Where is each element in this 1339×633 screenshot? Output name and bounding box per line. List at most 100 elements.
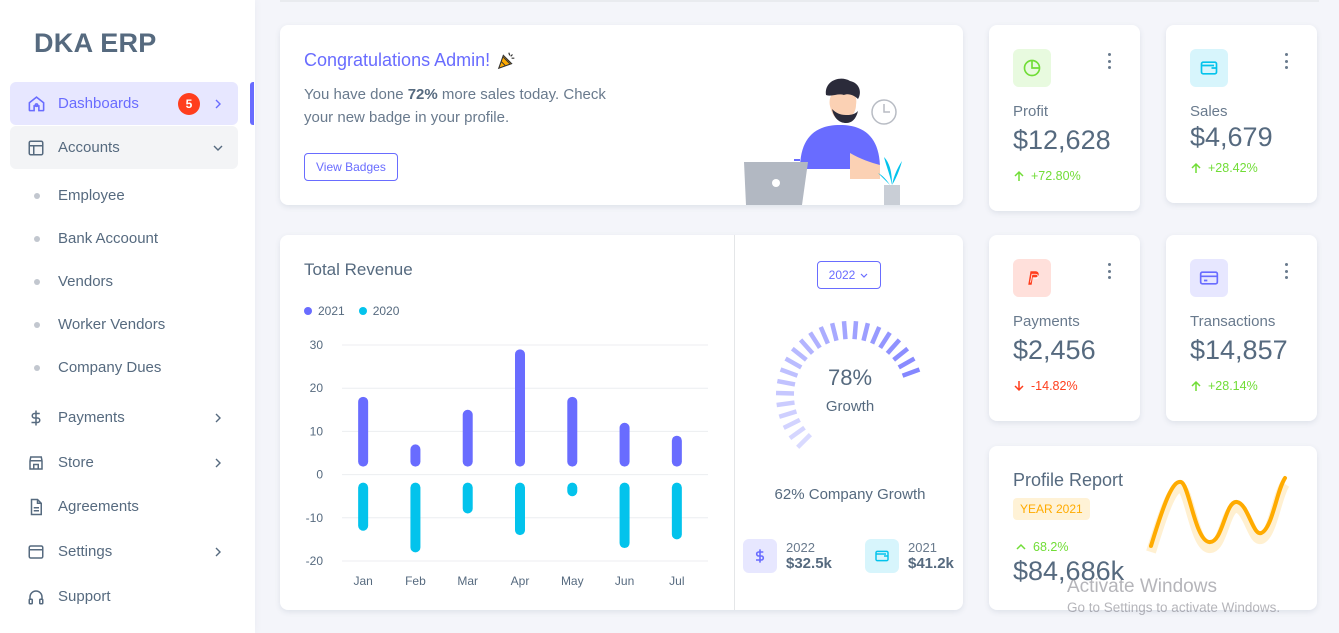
- dollar-icon: [743, 539, 777, 573]
- bar-2020-Jan[interactable]: [358, 482, 369, 531]
- stat-change: 68.2%: [1015, 540, 1068, 554]
- bullet-icon: [34, 192, 40, 199]
- revenue-2021: 2021 $41.2k: [865, 539, 954, 573]
- chevron-down-icon: [860, 273, 868, 278]
- bar-2020-Jun[interactable]: [619, 482, 630, 549]
- sidebar-item-label: Support: [58, 588, 111, 605]
- total-revenue-card: Total Revenue 2021 2020 30 20 10 0 -10 -20 Jan…: [280, 235, 963, 610]
- profile-sparkline: [1146, 476, 1290, 554]
- stat-label: Sales: [1190, 103, 1228, 120]
- chevron-right-icon: [210, 413, 226, 423]
- arrow-up-icon: [1191, 380, 1201, 391]
- legend-item: 2021: [304, 304, 345, 318]
- bar-2020-May[interactable]: [567, 482, 578, 497]
- gauge-segment: [784, 356, 803, 370]
- sidebar-item-store[interactable]: Store: [10, 441, 238, 484]
- transactions-card: Transactions $14,857 +28.14%: [1166, 235, 1317, 421]
- sidebar-subitem-bank-account[interactable]: Bank Accoount: [34, 230, 158, 247]
- more-options-icon[interactable]: [1283, 53, 1289, 69]
- notification-badge: 5: [178, 92, 200, 115]
- stat-change: -14.82%: [1013, 379, 1078, 393]
- paypal-icon: [1013, 259, 1051, 297]
- bar-2021-Mar[interactable]: [462, 409, 473, 467]
- more-options-icon[interactable]: [1283, 263, 1289, 279]
- bar-2020-Mar[interactable]: [462, 482, 473, 514]
- bar-2021-May[interactable]: [567, 396, 578, 467]
- sidebar: DKA ERP Dashboards 5 Accounts Employee B…: [0, 0, 255, 633]
- home-icon: [26, 94, 46, 114]
- growth-gauge: [775, 321, 921, 449]
- wallet-icon: [1190, 49, 1228, 87]
- navbar-edge: [280, 0, 1319, 2]
- gauge-segment: [885, 338, 902, 355]
- bar-2020-Feb[interactable]: [410, 482, 421, 553]
- sidebar-subitem-company-dues[interactable]: Company Dues: [34, 359, 161, 376]
- revenue-bar-chart: 30 20 10 0 -10 -20 Jan Feb Mar Apr May Jun Jul: [306, 338, 708, 588]
- growth-label: Growth: [825, 398, 875, 415]
- stat-change: +28.42%: [1190, 161, 1258, 175]
- stat-value: $84,686k: [1013, 556, 1125, 586]
- gauge-segment: [776, 400, 795, 408]
- admin-illustration: [744, 78, 902, 205]
- sidebar-item-label: Store: [58, 454, 94, 471]
- chevron-up-icon: [1016, 543, 1026, 550]
- file-icon: [26, 497, 46, 517]
- bar-2020-Jul[interactable]: [671, 482, 682, 540]
- chevron-right-icon: [210, 99, 226, 109]
- view-badges-button[interactable]: View Badges: [304, 153, 398, 181]
- bar-2021-Apr[interactable]: [515, 349, 525, 467]
- sales-card: Sales $4,679 +28.42%: [1166, 25, 1317, 203]
- profile-report-card: Profile Report YEAR 2021 68.2% $84,686k: [989, 446, 1317, 610]
- window-icon: [26, 542, 46, 562]
- sidebar-subitem-vendors[interactable]: Vendors: [34, 273, 113, 290]
- congrats-message: You have done 72% more sales today. Chec…: [304, 86, 606, 126]
- gauge-segment: [798, 338, 815, 355]
- gauge-segment: [818, 326, 830, 345]
- bar-2021-Jul[interactable]: [671, 435, 682, 467]
- sidebar-item-agreements[interactable]: Agreements: [10, 485, 238, 528]
- y-tick-label: 10: [310, 424, 324, 438]
- sidebar-subitem-employee[interactable]: Employee: [34, 187, 125, 204]
- x-tick-label: Jul: [669, 574, 684, 588]
- more-options-icon[interactable]: [1106, 263, 1112, 279]
- sidebar-item-accounts[interactable]: Accounts: [10, 126, 238, 169]
- sidebar-item-label: Settings: [58, 543, 113, 560]
- x-tick-label: May: [561, 574, 584, 588]
- store-icon: [26, 453, 46, 473]
- wallet-icon: [865, 539, 899, 573]
- gauge-segment: [870, 326, 882, 345]
- y-tick-label: 20: [310, 381, 324, 395]
- sidebar-item-payments[interactable]: Payments: [10, 396, 238, 439]
- gauge-segment: [841, 321, 848, 340]
- gauge-segment: [782, 417, 801, 430]
- growth-percent: 78%: [827, 365, 873, 390]
- bullet-icon: [34, 278, 40, 285]
- bar-2021-Feb[interactable]: [410, 444, 421, 467]
- x-tick-label: Apr: [511, 574, 530, 588]
- bar-2021-Jan[interactable]: [358, 396, 369, 467]
- congrats-card: Congratulations Admin! You have done 72%…: [280, 25, 963, 205]
- sidebar-item-support[interactable]: Support: [10, 575, 238, 618]
- sidebar-item-dashboards[interactable]: Dashboards 5: [10, 82, 238, 125]
- sidebar-subitem-worker-vendors[interactable]: Worker Vendors: [34, 316, 165, 333]
- bar-2020-Apr[interactable]: [515, 482, 525, 536]
- bar-2021-Jun[interactable]: [619, 422, 630, 467]
- headphones-icon: [26, 587, 46, 607]
- x-tick-label: Jan: [353, 574, 372, 588]
- gauge-segment: [778, 409, 798, 419]
- year-select[interactable]: 2022: [817, 261, 881, 289]
- gauge-segment: [892, 346, 910, 362]
- gauge-segment: [790, 346, 808, 362]
- sidebar-item-label: Agreements: [58, 498, 139, 515]
- gauge-segment: [779, 367, 799, 378]
- card-divider: [734, 235, 735, 610]
- sidebar-item-settings[interactable]: Settings: [10, 530, 238, 573]
- y-tick-label: -10: [306, 511, 324, 525]
- brand-logo[interactable]: DKA ERP: [34, 28, 157, 58]
- more-options-icon[interactable]: [1106, 53, 1112, 69]
- gauge-segment: [901, 367, 921, 378]
- chevron-down-icon: [210, 143, 226, 153]
- gauge-segment: [808, 331, 822, 350]
- profit-card: Profit $12,628 +72.80%: [989, 25, 1140, 211]
- activate-windows-watermark: Activate Windows Go to Settings to activ…: [1067, 576, 1281, 615]
